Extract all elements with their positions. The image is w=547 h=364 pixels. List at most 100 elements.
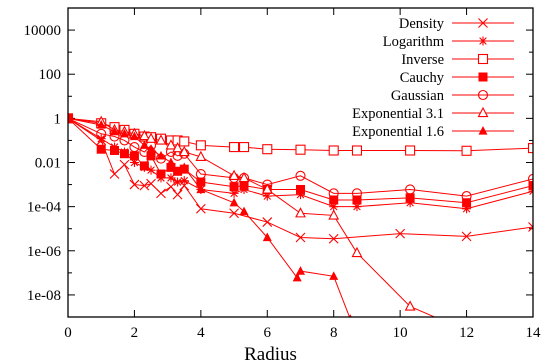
data-point-logarithm bbox=[296, 190, 305, 200]
data-point-density bbox=[166, 181, 176, 192]
legend-item-exponential-3-1: Exponential 3.1 bbox=[352, 106, 514, 122]
data-point-cauchy bbox=[296, 184, 305, 194]
data-point-exponential-3-1 bbox=[178, 145, 190, 157]
x-tick-label: 14 bbox=[526, 325, 542, 341]
legend-item-density: Density bbox=[399, 16, 514, 32]
plot-frame bbox=[67, 7, 534, 318]
legend-marker bbox=[477, 106, 489, 118]
data-point-exponential-3-1 bbox=[404, 300, 416, 311]
data-point-inverse bbox=[351, 145, 363, 156]
data-point-exponential-1-6 bbox=[110, 126, 119, 136]
data-point-inverse bbox=[461, 145, 472, 156]
data-point-cauchy bbox=[146, 151, 156, 161]
legend-item-logarithm: Logarithm bbox=[383, 34, 514, 50]
legend-item-gaussian: Gaussian bbox=[391, 88, 514, 104]
legend-label: Cauchy bbox=[400, 70, 445, 86]
x-tick-label: 4 bbox=[197, 325, 205, 341]
y-tick-label: 10000 bbox=[24, 23, 62, 39]
data-point-cauchy bbox=[352, 195, 362, 205]
y-tick-label: 0.01 bbox=[35, 156, 61, 172]
legend-label: Exponential 3.1 bbox=[352, 106, 444, 122]
y-tick-label: 1e-06 bbox=[27, 244, 62, 260]
x-tick-label: 10 bbox=[393, 325, 408, 341]
data-point-logarithm bbox=[229, 188, 239, 198]
data-point-exponential-3-1 bbox=[165, 139, 177, 150]
data-point-density bbox=[395, 228, 406, 239]
data-point-exponential-1-6 bbox=[119, 128, 129, 138]
data-point-density bbox=[195, 203, 206, 214]
data-point-inverse bbox=[262, 144, 273, 155]
data-point-gaussian bbox=[195, 168, 206, 180]
data-point-logarithm bbox=[166, 173, 176, 183]
data-point-exponential-3-1 bbox=[138, 129, 150, 141]
legend-marker bbox=[478, 36, 488, 46]
y-tick-label: 1 bbox=[54, 111, 62, 127]
data-point-cauchy bbox=[156, 169, 166, 179]
data-point-exponential-3-1 bbox=[328, 209, 340, 220]
legend-label: Gaussian bbox=[391, 88, 445, 104]
data-point-cauchy bbox=[96, 144, 106, 154]
x-axis: 0 2 4 6 8 10 12 14 bbox=[64, 8, 541, 341]
legend-label: Exponential 1.6 bbox=[352, 124, 444, 140]
data-point-gaussian bbox=[328, 188, 339, 199]
data-point-gaussian bbox=[96, 128, 107, 139]
data-point-density bbox=[119, 159, 130, 170]
data-point-density bbox=[295, 232, 306, 243]
data-point-density bbox=[262, 217, 273, 227]
x-tick-label: 12 bbox=[459, 325, 474, 341]
x-tick-label: 6 bbox=[264, 325, 272, 341]
legend: Density Logarithm Inverse Cauchy Gaussian Exp… bbox=[352, 16, 514, 140]
data-point-exponential-3-1 bbox=[172, 141, 184, 153]
data-point-exponential-1-6 bbox=[229, 197, 239, 207]
data-point-gaussian bbox=[129, 142, 140, 153]
x-tick-label: 0 bbox=[64, 325, 72, 341]
data-point-gaussian bbox=[405, 184, 416, 195]
data-point-density bbox=[146, 178, 156, 189]
data-point-logarithm bbox=[329, 202, 339, 212]
data-point-exponential-1-6 bbox=[196, 184, 206, 194]
data-point-exponential-3-1 bbox=[295, 207, 306, 218]
data-point-cauchy bbox=[119, 149, 129, 159]
y-tick-label: 1e-08 bbox=[27, 288, 61, 304]
data-point-logarithm bbox=[462, 204, 472, 214]
data-point-gaussian bbox=[295, 170, 306, 181]
data-point-exponential-3-1 bbox=[155, 134, 167, 145]
data-point-density bbox=[461, 231, 472, 242]
data-point-exponential-1-6 bbox=[129, 131, 139, 141]
y-axis: 10000 100 1 0.01 1e-04 1e-06 1e-08 bbox=[24, 7, 533, 318]
data-point-exponential-1-6 bbox=[239, 206, 249, 216]
data-point-exponential-1-6 bbox=[296, 266, 305, 275]
data-point-density bbox=[139, 180, 150, 191]
data-point-logarithm bbox=[173, 177, 183, 187]
data-point-density bbox=[109, 169, 120, 179]
legend-marker bbox=[477, 89, 489, 101]
data-point-inverse bbox=[405, 145, 416, 156]
data-point-exponential-1-6 bbox=[139, 140, 149, 149]
legend-label: Inverse bbox=[401, 52, 444, 68]
y-tick-label: 100 bbox=[39, 67, 62, 83]
data-point-cauchy bbox=[229, 182, 239, 192]
plot-area bbox=[68, 112, 533, 317]
data-point-exponential-3-1 bbox=[195, 150, 207, 162]
data-point-logarithm bbox=[129, 158, 139, 167]
series-density bbox=[68, 113, 533, 244]
data-point-density bbox=[528, 222, 533, 232]
legend-item-cauchy: Cauchy bbox=[400, 70, 514, 86]
legend-label: Logarithm bbox=[383, 34, 445, 50]
data-point-exponential-1-6 bbox=[146, 144, 156, 153]
data-point-cauchy bbox=[329, 195, 339, 205]
data-point-exponential-1-6 bbox=[156, 150, 166, 160]
series-exponential-1-6 bbox=[68, 113, 352, 317]
data-point-gaussian bbox=[461, 191, 472, 202]
data-point-logarithm bbox=[352, 202, 362, 212]
data-point-exponential-3-1 bbox=[145, 132, 157, 143]
data-point-cauchy bbox=[166, 162, 176, 172]
data-point-exponential-1-6 bbox=[348, 314, 352, 317]
data-point-cauchy bbox=[405, 193, 415, 203]
legend-item-inverse: Inverse bbox=[401, 52, 514, 68]
data-point-density bbox=[129, 179, 140, 190]
data-point-logarithm bbox=[146, 165, 156, 175]
data-point-exponential-1-6 bbox=[262, 232, 272, 242]
data-point-cauchy bbox=[129, 151, 139, 161]
